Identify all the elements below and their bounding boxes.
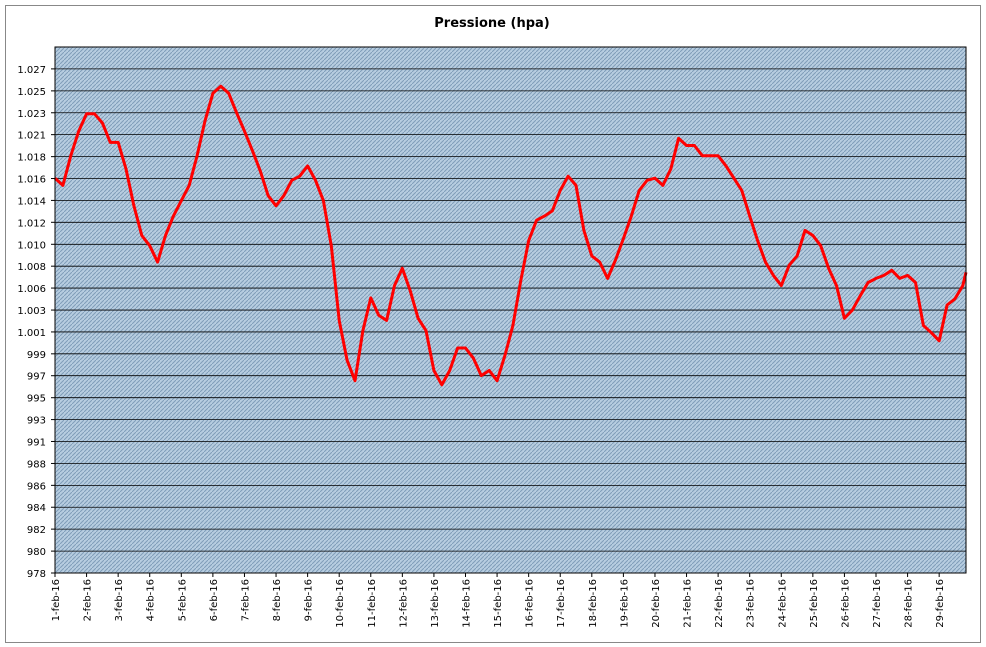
- y-tick-label: 978: [27, 569, 46, 580]
- y-tick-label: 1.023: [17, 109, 46, 120]
- chart-title: Pressione (hpa): [434, 16, 549, 31]
- plot-border: [54, 46, 967, 574]
- y-tick-label: 1.012: [17, 218, 46, 229]
- y-tick-label: 1.027: [17, 65, 46, 76]
- y-tick-label: 1.025: [17, 87, 46, 98]
- y-tick-label: 1.008: [17, 262, 46, 273]
- y-tick-label: 980: [27, 547, 46, 558]
- x-tick-label: 8-feb-16: [272, 579, 283, 621]
- y-tick-label: 995: [27, 394, 46, 405]
- x-tick-label: 29-feb-16: [935, 579, 946, 628]
- x-tick-label: 5-feb-16: [177, 579, 188, 621]
- x-tick-label: 15-feb-16: [493, 579, 504, 628]
- data-line: [53, 84, 968, 387]
- x-tick-label: 2-feb-16: [83, 579, 94, 621]
- x-tick-label: 3-feb-16: [114, 579, 125, 621]
- x-tick-label: 23-feb-16: [746, 579, 757, 628]
- x-tick-label: 26-feb-16: [840, 579, 851, 628]
- x-tick-label: 9-feb-16: [304, 579, 315, 621]
- x-tick-label: 6-feb-16: [209, 579, 220, 621]
- x-tick-label: 14-feb-16: [462, 579, 473, 628]
- x-tick-label: 12-feb-16: [398, 579, 409, 628]
- y-tick-label: 988: [27, 459, 46, 470]
- x-tick-label: 19-feb-16: [619, 579, 630, 628]
- y-tick-label: 1.021: [17, 131, 46, 142]
- y-tick-label: 1.010: [17, 240, 46, 251]
- x-tick-label: 20-feb-16: [651, 579, 662, 628]
- y-tick-label: 1.003: [17, 306, 46, 317]
- y-tick-label: 991: [27, 437, 46, 448]
- y-tick-label: 986: [27, 481, 46, 492]
- x-tick-label: 4-feb-16: [146, 579, 157, 621]
- x-tick-label: 11-feb-16: [367, 579, 378, 628]
- x-tick-label: 10-feb-16: [335, 579, 346, 628]
- x-tick-label: 28-feb-16: [904, 579, 915, 628]
- y-tick-label: 999: [27, 350, 46, 361]
- y-tick-label: 1.006: [17, 284, 46, 295]
- x-tick-label: 13-feb-16: [430, 579, 441, 628]
- y-tick-label: 1.001: [17, 328, 46, 339]
- x-tick-label: 25-feb-16: [809, 579, 820, 628]
- x-tick-label: 18-feb-16: [588, 579, 599, 628]
- y-tick-label: 1.014: [17, 196, 46, 207]
- y-tick-label: 1.016: [17, 175, 46, 186]
- x-tick-label: 27-feb-16: [872, 579, 883, 628]
- x-tick-label: 1-feb-16: [51, 579, 62, 621]
- x-tick-label: 17-feb-16: [556, 579, 567, 628]
- x-tick-label: 16-feb-16: [525, 579, 536, 628]
- x-tick-label: 7-feb-16: [240, 579, 251, 621]
- x-tick-label: 21-feb-16: [683, 579, 694, 628]
- y-tick-label: 997: [27, 372, 46, 383]
- y-tick-label: 1.018: [17, 153, 46, 164]
- y-tick-label: 993: [27, 416, 46, 427]
- y-tick-label: 982: [27, 525, 46, 536]
- x-tick-label: 24-feb-16: [777, 579, 788, 628]
- y-tick-label: 984: [27, 503, 46, 514]
- x-tick-label: 22-feb-16: [714, 579, 725, 628]
